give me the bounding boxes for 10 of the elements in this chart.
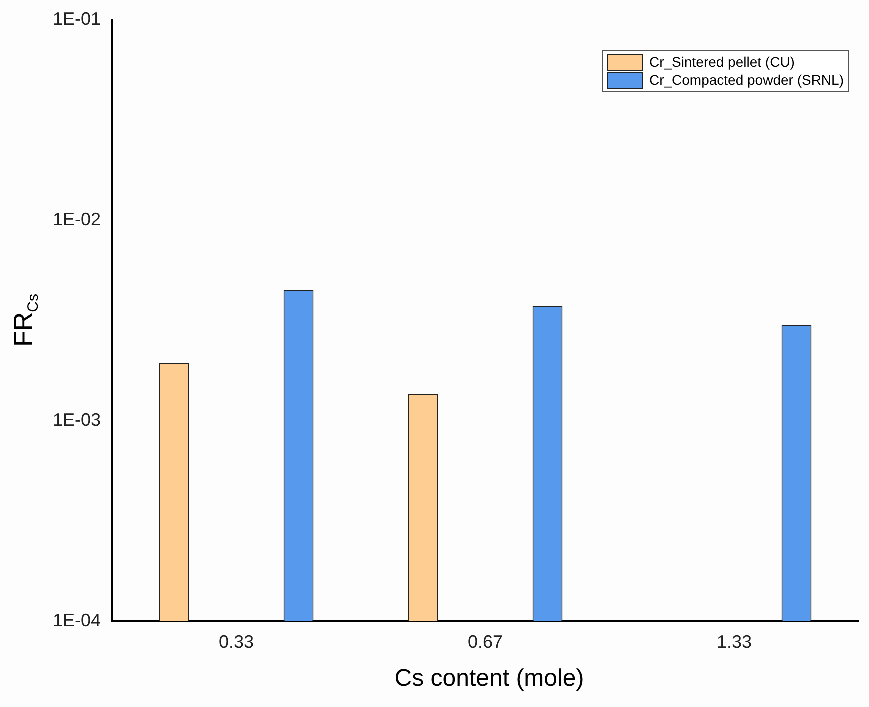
y-tick-label: 1E-02 bbox=[52, 209, 102, 230]
x-axis-title: Cs content (mole) bbox=[394, 665, 586, 693]
x-tick-label: 0.33 bbox=[219, 632, 254, 652]
legend-label: Cr_Sintered pellet (CU) bbox=[649, 53, 795, 71]
y-tick-label: 1E-03 bbox=[52, 410, 102, 430]
legend-label: Cr_Compacted powder (SRNL) bbox=[649, 71, 844, 89]
y-tick-label: 1E-04 bbox=[52, 610, 102, 630]
x-tick-label: 0.67 bbox=[468, 632, 504, 652]
y-tick-label: 1E-01 bbox=[52, 8, 102, 29]
x-tick-label: 1.33 bbox=[716, 632, 752, 652]
